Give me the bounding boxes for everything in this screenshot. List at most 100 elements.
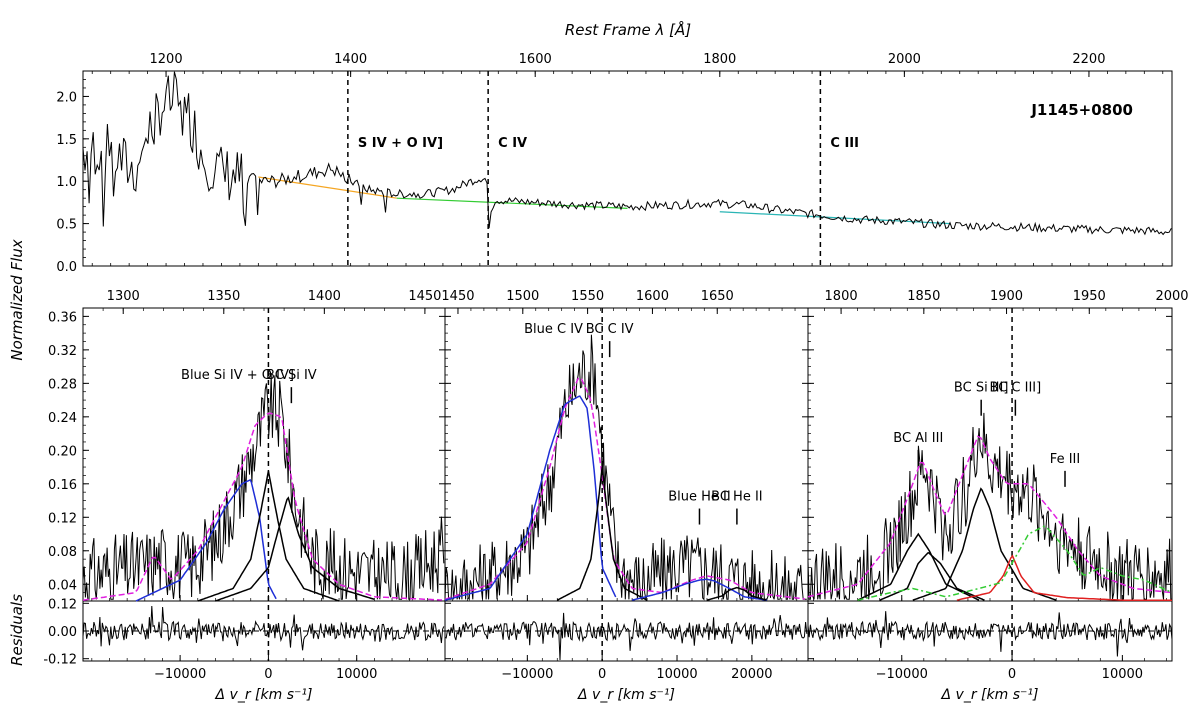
y-axis-label: Normalized Flux: [8, 239, 26, 360]
x-tick-label: 20000: [731, 667, 772, 682]
continuum-line: [258, 176, 397, 199]
bc-al-iii-component-b-line: [879, 551, 985, 601]
top-tick-label: 1650: [701, 289, 734, 304]
bc-component-1-line: [197, 471, 340, 602]
top-tick-label: 1600: [519, 52, 552, 67]
res-tick-label: 0.00: [48, 625, 77, 640]
fe-iii-template-line: [857, 525, 1173, 601]
bc-si-iv-line: [215, 496, 375, 602]
object-label: J1145+0800: [1030, 101, 1133, 119]
c-iii-panel: 1800 1850 1900 1950 2000 −10000 0 10000 Δ v_r [k…: [807, 289, 1189, 703]
y-tick-label: 0.32: [48, 344, 77, 359]
model-total-line: [807, 435, 1173, 598]
observed-line: [82, 373, 445, 601]
model-total-line: [444, 377, 806, 601]
x-tick-label: 10000: [1102, 667, 1143, 682]
observed-line: [444, 334, 807, 601]
si-iv-panel: 1300 1350 1400 1450 0.04 0.08 0.12 0.16 0.20 0.24…: [43, 289, 446, 703]
y-tick-label: 1.5: [56, 133, 77, 148]
top-tick-label: 1400: [334, 52, 367, 67]
residuals-line: [82, 605, 445, 651]
line-annotation: BC Si IV: [266, 368, 317, 383]
blue-si-iv-o-iv--line: [135, 478, 277, 602]
res-tick-label: -0.12: [43, 653, 77, 668]
top-tick-label: 1450: [441, 289, 474, 304]
x-tick-label: 0: [264, 667, 272, 682]
overview-frame: [82, 70, 1173, 267]
line-annotation: BC C IV: [586, 322, 634, 337]
top-tick-label: 2000: [888, 52, 921, 67]
top-tick-label: 1850: [907, 289, 940, 304]
model-total-line: [82, 412, 443, 601]
line-marker-label: S IV + O IV]: [358, 136, 443, 151]
line-annotation: BC Al III: [893, 431, 943, 446]
spectrum-line: [82, 71, 1172, 236]
x-tick-label: 0: [598, 667, 606, 682]
continuum-line: [719, 211, 951, 225]
bc-he-ii-line: [706, 586, 767, 601]
top-axis-title: Rest Frame λ [Å]: [565, 20, 691, 39]
line-annotation: BC Si III]: [954, 381, 1008, 396]
bc-c-iii--line: [956, 554, 1172, 601]
y-tick-label: 1.0: [56, 175, 77, 190]
y-tick-label: 0.5: [56, 218, 77, 233]
line-marker-label: C IV: [498, 136, 527, 151]
x-tick-label: 10000: [656, 667, 697, 682]
line-annotation: Blue He II: [668, 490, 730, 505]
top-tick-label: 1550: [571, 289, 604, 304]
line-annotation: BC He II: [711, 490, 762, 505]
x-tick-label: 0: [1008, 667, 1016, 682]
top-tick-label: 2200: [1072, 52, 1105, 67]
c-iv-panel: 1450 1500 1550 1600 1650 −10000 0 10000 20000 Δ v…: [441, 289, 809, 703]
top-tick-label: 1400: [308, 289, 341, 304]
bc-si-iii--line: [912, 487, 1057, 601]
residuals-axis-label: Residuals: [8, 594, 26, 666]
top-tick-label: 1500: [506, 289, 539, 304]
x-tick-label: −10000: [876, 667, 928, 682]
y-tick-label: 0.12: [48, 511, 77, 526]
y-tick-label: 0.28: [48, 377, 77, 392]
top-tick-label: 1350: [207, 289, 240, 304]
top-tick-label: 2000: [1155, 289, 1188, 304]
continuum-line: [396, 197, 628, 209]
line-annotation: Fe III: [1050, 452, 1080, 467]
bc-c-iv-line: [556, 467, 648, 601]
top-tick-label: 1600: [636, 289, 669, 304]
y-tick-label: 0.16: [48, 478, 77, 493]
top-tick-label: 1950: [1073, 289, 1106, 304]
res-tick-label: 0.12: [48, 597, 77, 612]
y-tick-label: 0.08: [48, 545, 77, 560]
x-tick-label: −10000: [501, 667, 553, 682]
blue-he-ii-line: [631, 578, 767, 601]
x-tick-label: −10000: [154, 667, 206, 682]
line-marker-label: C III: [830, 136, 859, 151]
line-annotation: Blue C IV: [524, 322, 583, 337]
top-tick-label: 1200: [150, 52, 183, 67]
y-tick-label: 0.24: [48, 411, 77, 426]
x-axis-label: Δ v_r [km s⁻¹]: [577, 687, 675, 703]
x-axis-label: Δ v_r [km s⁻¹]: [215, 687, 313, 703]
y-tick-label: 0.0: [56, 260, 77, 275]
top-tick-label: 1450: [408, 289, 441, 304]
top-tick-label: 1800: [703, 52, 736, 67]
residuals-line: [444, 612, 808, 661]
y-tick-label: 0.20: [48, 444, 77, 459]
overview-plot-area: 0.0 0.5 1.0 1.5 2.0 1200 1400 1600 1800 2000 2200 S…: [56, 52, 1172, 275]
y-tick-label: 0.36: [48, 310, 77, 325]
bc-al-iii-component-a-line: [857, 532, 980, 601]
y-tick-label: 0.04: [48, 578, 77, 593]
x-tick-label: 10000: [336, 667, 377, 682]
observed-line: [807, 412, 1172, 601]
line-annotation: Blue Si IV + O IV]: [181, 368, 294, 383]
top-tick-label: 1900: [990, 289, 1023, 304]
line-annotation: BC C III]: [990, 381, 1042, 396]
panel-frame: [444, 307, 809, 602]
blue-c-iv-line: [444, 395, 617, 601]
top-tick-label: 1300: [107, 289, 140, 304]
x-axis-label: Δ v_r [km s⁻¹]: [941, 687, 1039, 703]
y-tick-label: 2.0: [56, 90, 77, 105]
residuals-line: [807, 611, 1173, 657]
top-tick-label: 1800: [825, 289, 858, 304]
panel-frame: [807, 307, 1173, 602]
